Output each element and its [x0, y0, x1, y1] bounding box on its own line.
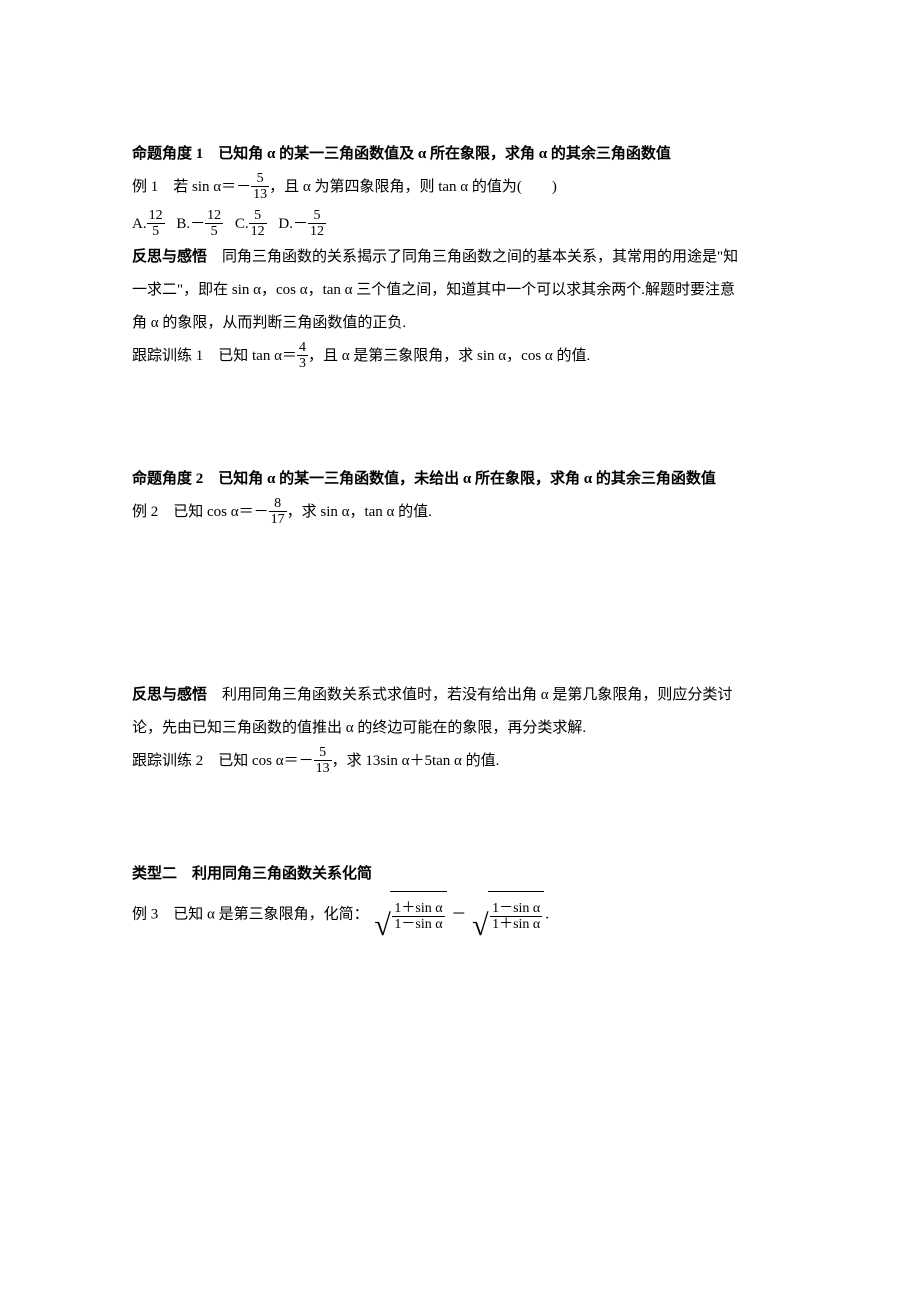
example-2: 例 2 已知 cos α＝－817，求 sin α，tan α 的值.: [132, 496, 790, 529]
optB-num: 12: [205, 208, 223, 224]
sqrt1-inner: 1＋sin α1－sin α: [390, 891, 446, 939]
follow1-den: 3: [297, 356, 308, 371]
sqrt2-frac: 1－sin α1＋sin α: [490, 901, 542, 933]
ex2-den: 17: [269, 512, 287, 527]
optC-label: C.: [235, 216, 249, 232]
optD-frac: 512: [308, 208, 326, 240]
radical-1-icon: √: [374, 911, 390, 941]
ex1-prefix: 例 1 若 sin α＝－: [132, 179, 251, 195]
follow2-den: 13: [314, 761, 332, 776]
spacer-3: [132, 778, 790, 858]
optB-frac: 125: [205, 208, 223, 240]
ex1-frac-den: 13: [251, 187, 269, 202]
optC-frac: 512: [249, 208, 267, 240]
sqrt-expr-1: √ 1＋sin α1－sin α: [386, 891, 446, 939]
option-c: C.512: [235, 216, 267, 232]
sqrt-expr-2: √ 1－sin α1＋sin α: [484, 891, 544, 939]
minus-sign: －: [451, 906, 466, 922]
followup-2: 跟踪训练 2 已知 cos α＝－513，求 13sin α＋5tan α 的值…: [132, 745, 790, 778]
sqrt2-num: 1－sin α: [490, 901, 542, 917]
follow2-num: 5: [314, 745, 332, 761]
optB-label: B.－: [176, 216, 205, 232]
option-d: D.－512: [278, 216, 326, 232]
sqrt2-den: 1＋sin α: [490, 917, 542, 932]
sqrt2-inner: 1－sin α1＋sin α: [488, 891, 544, 939]
optC-num: 5: [249, 208, 267, 224]
follow1-prefix: 跟踪训练 1 已知 tan α＝: [132, 348, 297, 364]
reflect-1-line1: 反思与感悟 同角三角函数的关系揭示了同角三角函数之间的基本关系，其常用的用途是"…: [132, 241, 790, 274]
ex1-fraction: 513: [251, 171, 269, 203]
sqrt1-den: 1－sin α: [392, 917, 444, 932]
optD-label: D.－: [278, 216, 308, 232]
reflect-2-text1: 利用同角三角函数关系式求值时，若没有给出角 α 是第几象限角，则应分类讨: [207, 687, 732, 703]
ex1-suffix: ，且 α 为第四象限角，则 tan α 的值为( ): [269, 179, 557, 195]
follow1-suffix: ，且 α 是第三象限角，求 sin α，cos α 的值.: [308, 348, 590, 364]
ex1-frac-num: 5: [251, 171, 269, 187]
optC-den: 12: [249, 224, 267, 239]
reflect-2-line1: 反思与感悟 利用同角三角函数关系式求值时，若没有给出角 α 是第几象限角，则应分…: [132, 679, 790, 712]
follow2-suffix: ，求 13sin α＋5tan α 的值.: [332, 753, 500, 769]
angle2-heading: 命题角度 2 已知角 α 的某一三角函数值，未给出 α 所在象限，求角 α 的其…: [132, 463, 790, 496]
optA-num: 12: [147, 208, 165, 224]
follow2-frac: 513: [314, 745, 332, 777]
option-a: A.125: [132, 216, 165, 232]
follow2-prefix: 跟踪训练 2 已知 cos α＝－: [132, 753, 314, 769]
spacer-2: [132, 529, 790, 679]
ex2-suffix: ，求 sin α，tan α 的值.: [287, 504, 432, 520]
followup-1: 跟踪训练 1 已知 tan α＝43，且 α 是第三象限角，求 sin α，co…: [132, 340, 790, 373]
optB-den: 5: [205, 224, 223, 239]
sqrt1-num: 1＋sin α: [392, 901, 444, 917]
angle1-heading: 命题角度 1 已知角 α 的某一三角函数值及 α 所在象限，求角 α 的其余三角…: [132, 138, 790, 171]
optA-label: A.: [132, 216, 147, 232]
ex2-prefix: 例 2 已知 cos α＝－: [132, 504, 269, 520]
ex2-num: 8: [269, 496, 287, 512]
reflect-1-line2: 一求二"，即在 sin α，cos α，tan α 三个值之间，知道其中一个可以…: [132, 274, 790, 307]
ex3-period: .: [545, 906, 549, 922]
ex2-frac: 817: [269, 496, 287, 528]
reflect-2-line2: 论，先由已知三角函数的值推出 α 的终边可能在的象限，再分类求解.: [132, 712, 790, 745]
reflect-1-label: 反思与感悟: [132, 249, 207, 265]
optD-num: 5: [308, 208, 326, 224]
follow1-frac: 43: [297, 340, 308, 372]
optA-den: 5: [147, 224, 165, 239]
example-3: 例 3 已知 α 是第三象限角，化简： √ 1＋sin α1－sin α － √…: [132, 891, 790, 939]
reflect-1-text1: 同角三角函数的关系揭示了同角三角函数之间的基本关系，其常用的用途是"知: [207, 249, 738, 265]
optD-den: 12: [308, 224, 326, 239]
reflect-2-label: 反思与感悟: [132, 687, 207, 703]
reflect-1-line3: 角 α 的象限，从而判断三角函数值的正负.: [132, 307, 790, 340]
option-b: B.－125: [176, 216, 223, 232]
sqrt1-frac: 1＋sin α1－sin α: [392, 901, 444, 933]
spacer-1: [132, 373, 790, 463]
radical-2-icon: √: [472, 911, 488, 941]
ex3-prefix: 例 3 已知 α 是第三象限角，化简：: [132, 906, 369, 922]
example-1: 例 1 若 sin α＝－513，且 α 为第四象限角，则 tan α 的值为(…: [132, 171, 790, 204]
optA-frac: 125: [147, 208, 165, 240]
example-1-options: A.125 B.－125 C.512 D.－512: [132, 208, 790, 241]
follow1-num: 4: [297, 340, 308, 356]
type2-heading: 类型二 利用同角三角函数关系化简: [132, 858, 790, 891]
